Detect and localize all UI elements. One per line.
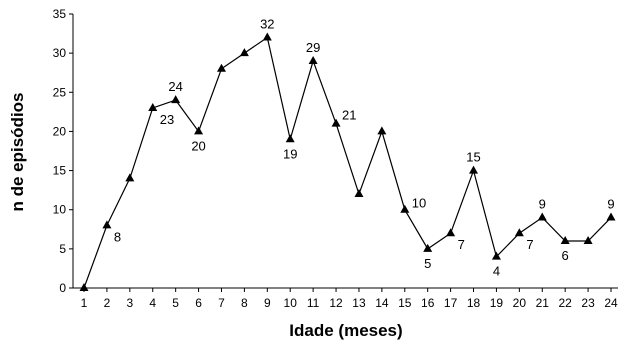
data-label: 4	[493, 264, 500, 279]
data-label: 15	[466, 150, 480, 165]
x-tick-label: 10	[284, 296, 298, 310]
data-point-marker	[194, 126, 204, 135]
y-tick-label: 15	[53, 164, 67, 178]
data-label: 29	[306, 40, 320, 55]
data-point-marker	[400, 204, 410, 213]
x-tick-label: 19	[490, 296, 504, 310]
x-tick-label: 20	[513, 296, 527, 310]
x-tick-label: 1	[81, 296, 88, 310]
data-label: 21	[342, 108, 356, 123]
data-label: 5	[424, 256, 431, 271]
x-tick-label: 5	[172, 296, 179, 310]
data-point-marker	[308, 55, 318, 64]
data-point-marker	[560, 236, 570, 245]
data-labels: 8 23 24 20 32 19 29 21 10 5 7 15 4 7 9 6 9	[114, 16, 615, 278]
y-tick-label: 35	[53, 7, 67, 21]
data-label: 9	[539, 197, 546, 212]
data-label: 10	[412, 196, 426, 211]
data-point-marker	[239, 48, 249, 57]
data-point-marker	[446, 228, 456, 237]
x-tick-label: 9	[264, 296, 271, 310]
data-point-marker	[583, 236, 593, 245]
data-label: 9	[607, 197, 614, 212]
y-axis-ticks: 0 5 10 15 20 25 30 35	[53, 7, 73, 295]
data-label: 6	[562, 248, 569, 263]
data-label: 7	[526, 237, 533, 252]
y-tick-label: 5	[59, 242, 66, 256]
data-label: 7	[458, 237, 465, 252]
x-tick-label: 22	[558, 296, 572, 310]
x-tick-label: 7	[218, 296, 225, 310]
axes	[72, 14, 618, 289]
data-point-marker	[125, 173, 135, 182]
data-label: 19	[283, 146, 297, 161]
x-tick-label: 3	[126, 296, 133, 310]
data-point-marker	[285, 134, 295, 143]
x-tick-label: 16	[421, 296, 435, 310]
data-point-marker	[606, 212, 616, 221]
x-tick-label: 13	[352, 296, 366, 310]
data-point-marker	[469, 165, 479, 174]
y-tick-label: 20	[53, 124, 67, 138]
data-point-marker	[537, 212, 547, 221]
x-tick-label: 15	[398, 296, 412, 310]
y-tick-label: 0	[59, 281, 66, 295]
x-tick-label: 21	[536, 296, 550, 310]
x-tick-label: 2	[104, 296, 111, 310]
data-point-marker	[354, 189, 364, 198]
data-point-marker	[491, 251, 501, 260]
data-point-marker	[262, 32, 272, 41]
x-tick-label: 8	[241, 296, 248, 310]
y-tick-label: 30	[53, 46, 67, 60]
x-tick-label: 17	[444, 296, 458, 310]
x-tick-label: 14	[375, 296, 389, 310]
data-label: 23	[160, 112, 174, 127]
x-tick-label: 23	[581, 296, 595, 310]
data-point-marker	[377, 126, 387, 135]
x-axis-title: Idade (meses)	[289, 321, 402, 340]
data-point-marker	[148, 102, 158, 111]
data-point-marker	[171, 95, 181, 104]
data-point-marker	[331, 118, 341, 127]
x-tick-label: 12	[329, 296, 343, 310]
data-point-marker	[216, 63, 226, 72]
data-label: 24	[168, 79, 182, 94]
series-line	[83, 36, 612, 289]
data-point-marker	[102, 220, 112, 229]
x-tick-label: 18	[467, 296, 481, 310]
series-layer	[79, 32, 616, 291]
y-tick-label: 25	[53, 85, 67, 99]
data-label: 8	[114, 229, 121, 244]
data-point-marker	[79, 283, 89, 291]
x-tick-label: 11	[307, 296, 320, 310]
x-tick-label: 4	[149, 296, 156, 310]
y-axis-title: n de episódios	[8, 92, 27, 211]
x-tick-label: 6	[195, 296, 202, 310]
x-tick-label: 24	[604, 296, 618, 310]
data-label: 20	[191, 138, 205, 153]
x-axis-ticks: 1 2 3 4 5 6 7 8 9 10 11 12 13 14 15 16 17 18 19 20 21 22 23 24	[81, 288, 618, 310]
data-point-marker	[514, 228, 524, 237]
data-point-marker	[423, 243, 433, 252]
data-label: 32	[260, 16, 274, 31]
y-tick-label: 10	[53, 203, 67, 217]
